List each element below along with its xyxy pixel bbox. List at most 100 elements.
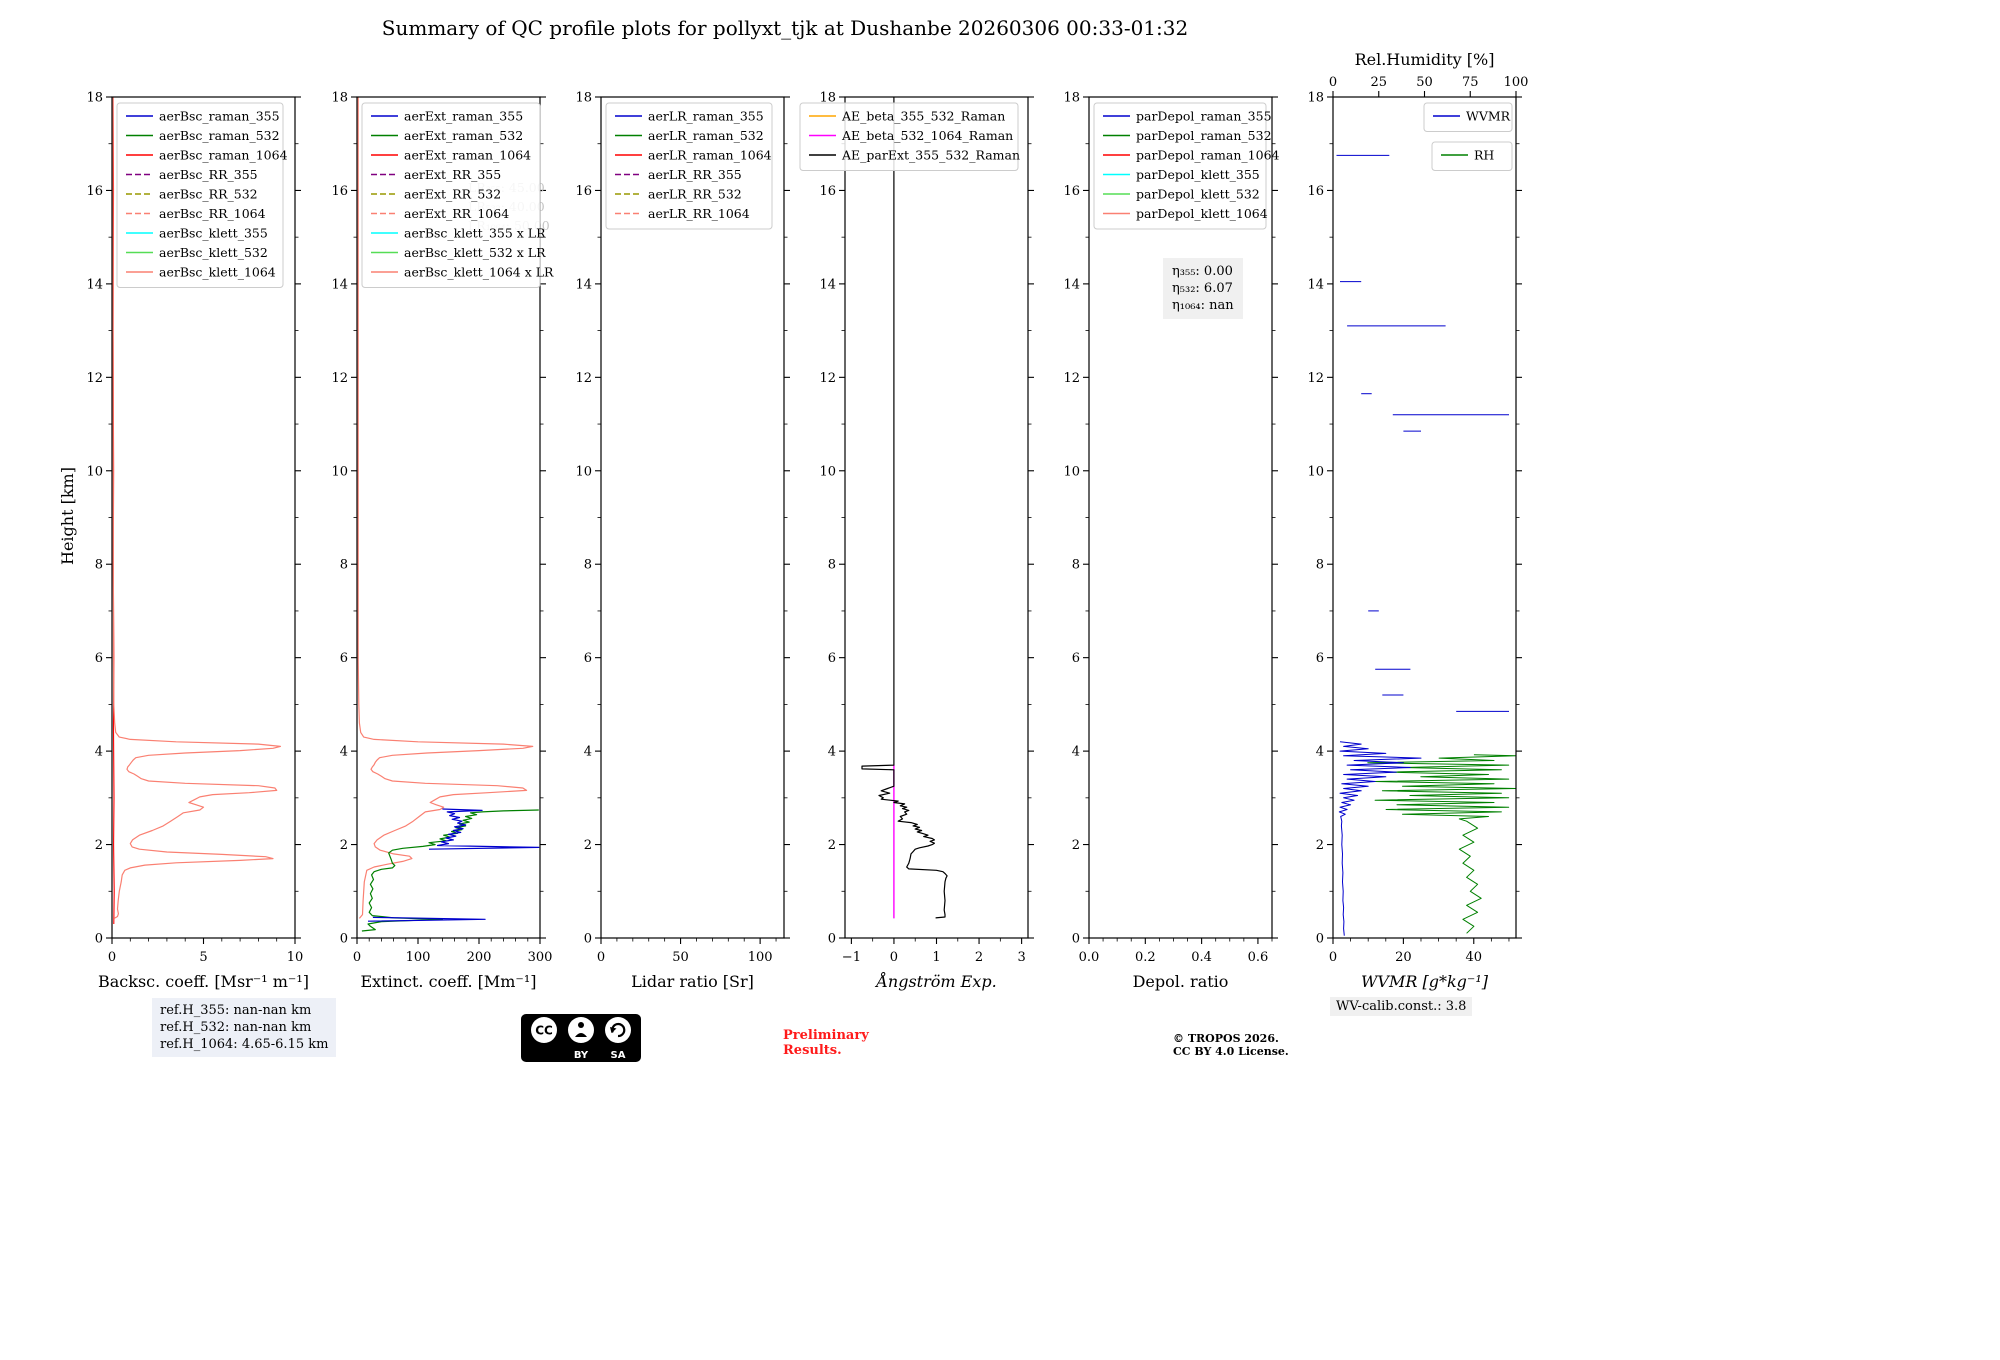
- cc-logo-text: CC: [535, 1024, 553, 1038]
- svg-text:8: 8: [1072, 558, 1080, 573]
- tropos-line-2: CC BY 4.0 License.: [1173, 1045, 1289, 1058]
- figure-title: Summary of QC profile plots for pollyxt_…: [381, 16, 1189, 40]
- person-body: [575, 1033, 587, 1037]
- svg-text:0.2: 0.2: [1135, 950, 1156, 965]
- svg-text:aerLR_raman_1064: aerLR_raman_1064: [648, 147, 772, 162]
- legend: WVMR: [1423, 102, 1513, 132]
- svg-text:0: 0: [353, 950, 361, 965]
- svg-text:8: 8: [584, 558, 592, 573]
- svg-text:14: 14: [86, 277, 103, 292]
- svg-text:aerLR_RR_532: aerLR_RR_532: [648, 186, 742, 201]
- svg-text:AE_beta_355_532_Raman: AE_beta_355_532_Raman: [841, 108, 1005, 123]
- svg-text:16: 16: [575, 184, 592, 199]
- svg-text:10: 10: [819, 464, 836, 479]
- svg-text:12: 12: [1307, 371, 1324, 386]
- svg-text:6: 6: [828, 651, 836, 666]
- svg-text:12: 12: [819, 371, 836, 386]
- legend: parDepol_raman_355 parDepol_raman_532 parD…: [1093, 102, 1280, 230]
- svg-text:1: 1: [932, 950, 940, 965]
- svg-text:parDepol_klett_1064: parDepol_klett_1064: [1136, 206, 1268, 221]
- svg-text:18: 18: [86, 91, 103, 106]
- svg-text:aerBsc_raman_532: aerBsc_raman_532: [159, 128, 280, 143]
- svg-text:aerBsc_RR_1064: aerBsc_RR_1064: [159, 206, 266, 221]
- tropos-line-1: © TROPOS 2026.: [1173, 1032, 1279, 1045]
- svg-text:18: 18: [575, 91, 592, 106]
- svg-text:50: 50: [1416, 75, 1433, 90]
- copyright-note: © TROPOS 2026. CC BY 4.0 License.: [1173, 1032, 1289, 1058]
- svg-text:12: 12: [86, 371, 103, 386]
- svg-text:aerBsc_klett_532 x LR: aerBsc_klett_532 x LR: [404, 245, 546, 260]
- svg-text:8: 8: [340, 558, 348, 573]
- badge-sa-text: SA: [611, 1050, 626, 1061]
- panel-0: 0 2 4 6 8 10 12 14 16 18 0 5 10 Backsc. coeff. [Msr⁻¹…: [86, 91, 309, 992]
- svg-text:aerExt_raman_532: aerExt_raman_532: [404, 128, 523, 143]
- svg-text:aerExt_RR_355: aerExt_RR_355: [404, 167, 501, 182]
- svg-text:0: 0: [597, 950, 605, 965]
- svg-text:aerExt_RR_532: aerExt_RR_532: [404, 186, 501, 201]
- sa-arrow-head: [610, 1027, 617, 1033]
- svg-text:2: 2: [584, 838, 592, 853]
- svg-text:2: 2: [95, 838, 103, 853]
- svg-text:8: 8: [828, 558, 836, 573]
- svg-text:18: 18: [1307, 91, 1324, 106]
- panel-5: 0 2 4 6 8 10 12 14 16 18 0 20 40 WVMR [g*kg⁻¹] 0 25 50 75…: [1307, 50, 1528, 991]
- panel-1: 0 2 4 6 8 10 12 14 16 18 0 100 200 300 Extinct. coeff.…: [331, 91, 554, 992]
- cc-by-sa-badge: CC BY SA: [520, 1013, 642, 1067]
- svg-text:16: 16: [1307, 184, 1324, 199]
- svg-text:aerBsc_RR_355: aerBsc_RR_355: [159, 167, 258, 182]
- preliminary-results-note: Preliminary Results.: [783, 1028, 869, 1058]
- cc-badge-graphic: CC BY SA: [521, 1014, 641, 1062]
- svg-text:14: 14: [575, 277, 592, 292]
- svg-text:6: 6: [1316, 651, 1324, 666]
- svg-text:14: 14: [819, 277, 836, 292]
- svg-text:0: 0: [340, 932, 348, 947]
- svg-text:aerBsc_klett_532: aerBsc_klett_532: [159, 245, 268, 260]
- svg-text:4: 4: [1316, 745, 1324, 760]
- svg-text:Depol. ratio: Depol. ratio: [1133, 972, 1229, 991]
- svg-text:parDepol_klett_532: parDepol_klett_532: [1136, 186, 1260, 201]
- svg-text:100: 100: [1504, 75, 1529, 90]
- svg-text:6: 6: [340, 651, 348, 666]
- svg-text:2: 2: [1072, 838, 1080, 853]
- svg-text:12: 12: [1063, 371, 1080, 386]
- legend: aerLR_raman_355 aerLR_raman_532 aerLR_rama…: [605, 102, 773, 230]
- svg-text:75: 75: [1462, 75, 1479, 90]
- svg-text:6: 6: [584, 651, 592, 666]
- svg-text:aerBsc_raman_1064: aerBsc_raman_1064: [159, 147, 288, 162]
- eta-355: η₃₅₅: 0.00: [1172, 264, 1233, 279]
- svg-text:10: 10: [331, 464, 348, 479]
- svg-text:18: 18: [331, 91, 348, 106]
- svg-text:3: 3: [1017, 950, 1025, 965]
- svg-text:10: 10: [1063, 464, 1080, 479]
- svg-text:AE_parExt_355_532_Raman: AE_parExt_355_532_Raman: [841, 147, 1020, 162]
- by-person-icon: [568, 1017, 594, 1043]
- legend: RH: [1431, 141, 1513, 171]
- svg-text:Lidar ratio [Sr]: Lidar ratio [Sr]: [631, 972, 754, 991]
- legend: aerBsc_raman_355 aerBsc_raman_532 aerBsc_r…: [116, 102, 288, 288]
- legend: AE_beta_355_532_Raman AE_beta_532_1064_Ra…: [799, 102, 1020, 171]
- eta-1064: η₁₀₆₄: nan: [1172, 298, 1234, 313]
- svg-text:aerBsc_klett_355 x LR: aerBsc_klett_355 x LR: [404, 225, 546, 240]
- svg-text:18: 18: [819, 91, 836, 106]
- svg-text:aerBsc_raman_355: aerBsc_raman_355: [159, 108, 280, 123]
- svg-text:25: 25: [1370, 75, 1387, 90]
- svg-text:2: 2: [1316, 838, 1324, 853]
- depol-eta-annotation: η₃₅₅: 0.00 η₅₃₂: 6.07 η₁₀₆₄: nan: [1163, 258, 1243, 319]
- ref-h-1064: ref.H_1064: 4.65-6.15 km: [160, 1037, 329, 1052]
- svg-text:14: 14: [1307, 277, 1324, 292]
- svg-text:0: 0: [828, 932, 836, 947]
- svg-text:0.4: 0.4: [1191, 950, 1212, 965]
- panel-4: 0 2 4 6 8 10 12 14 16 18 0.0 0.2 0.4 0.6 Depol. ratio p…: [1063, 91, 1279, 992]
- svg-text:Ångström Exp.: Ångström Exp.: [874, 971, 996, 991]
- svg-text:aerLR_raman_355: aerLR_raman_355: [648, 108, 764, 123]
- svg-text:12: 12: [575, 371, 592, 386]
- svg-text:0: 0: [584, 932, 592, 947]
- svg-text:0: 0: [890, 950, 898, 965]
- svg-text:0.0: 0.0: [1079, 950, 1100, 965]
- svg-text:8: 8: [1316, 558, 1324, 573]
- svg-text:4: 4: [828, 745, 836, 760]
- svg-text:aerBsc_klett_1064 x LR: aerBsc_klett_1064 x LR: [404, 264, 554, 279]
- svg-text:Backsc. coeff. [Msr⁻¹ m⁻¹]: Backsc. coeff. [Msr⁻¹ m⁻¹]: [98, 972, 309, 991]
